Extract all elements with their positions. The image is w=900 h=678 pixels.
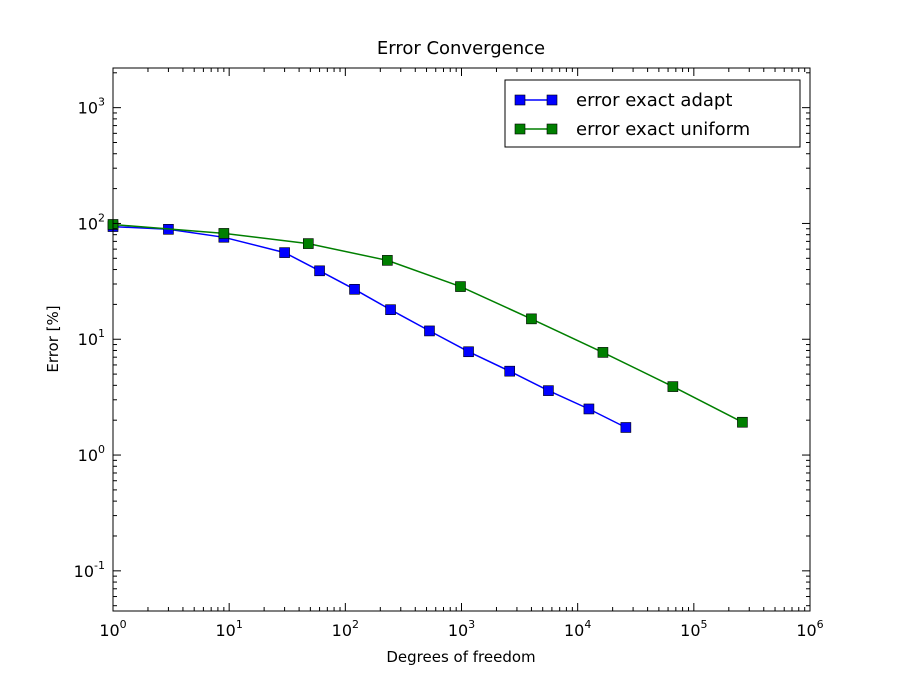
x-axis-label: Degrees of freedom (386, 648, 535, 666)
plot-frame (112, 67, 811, 612)
y-axis-label: Error [%] (44, 305, 62, 372)
legend: error exact adapt error exact uniform (504, 79, 801, 148)
legend-marker (514, 94, 526, 106)
x-tick-label: 100 (99, 618, 126, 640)
legend-marker (546, 94, 558, 106)
legend-box (504, 79, 801, 148)
y-tick-label: 103 (78, 96, 105, 118)
data-point (385, 304, 396, 315)
x-tick-label: 103 (448, 618, 475, 640)
legend-marker (546, 123, 558, 135)
data-point (543, 385, 554, 396)
x-tick-label: 101 (215, 618, 242, 640)
data-point (303, 238, 314, 249)
data-point (463, 346, 474, 358)
data-point (583, 403, 595, 415)
data-point (667, 381, 679, 392)
data-point (504, 365, 516, 377)
y-tick-label: 102 (78, 211, 105, 233)
y-axis: 10-1 100 101 102 103 (74, 72, 810, 607)
x-tick-label: 105 (680, 618, 707, 640)
x-tick-label: 106 (796, 618, 823, 640)
data-point (526, 313, 537, 325)
x-tick-label: 104 (564, 618, 591, 640)
data-point (620, 422, 632, 433)
data-point (424, 325, 435, 337)
legend-marker (514, 123, 526, 135)
y-tick-label: 10-1 (74, 559, 105, 581)
data-point (349, 283, 360, 295)
series-line (112, 223, 743, 423)
legend-label: error exact adapt (576, 90, 732, 111)
y-tick-label: 101 (78, 327, 105, 349)
data-point (737, 416, 748, 428)
data-point (279, 247, 290, 258)
data-point (597, 347, 609, 358)
x-axis: 100 101 102 103 104 105 106 (99, 68, 824, 640)
chart-title: Error Convergence (377, 38, 545, 59)
y-tick-label: 100 (78, 443, 105, 465)
x-tick-label: 102 (332, 618, 359, 640)
plot-area (107, 219, 748, 433)
data-point (455, 281, 466, 292)
legend-label: error exact uniform (576, 119, 750, 140)
data-point (218, 228, 230, 239)
data-point (314, 265, 325, 277)
data-point (382, 255, 393, 266)
